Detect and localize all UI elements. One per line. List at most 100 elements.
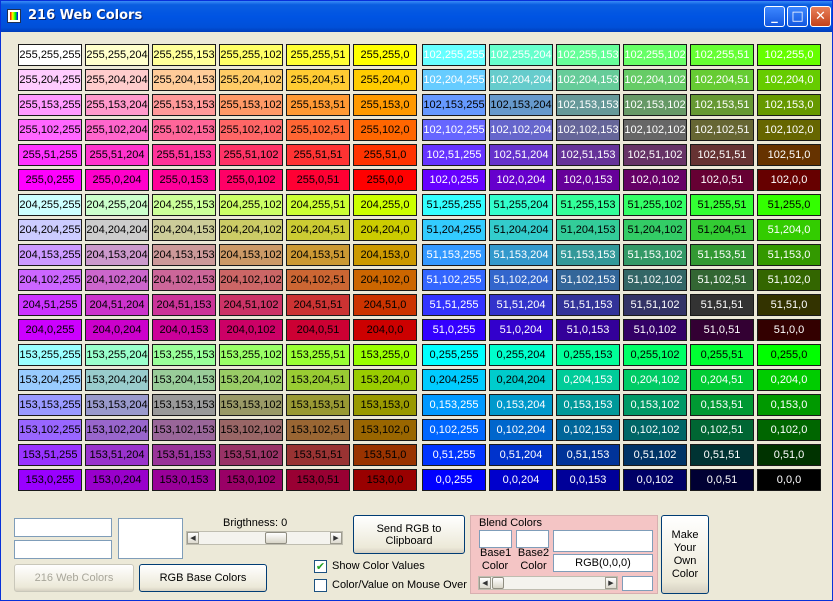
color-swatch[interactable]: 102,0,102: [623, 169, 687, 191]
color-swatch[interactable]: 51,0,204: [489, 319, 553, 341]
color-swatch[interactable]: 0,51,153: [556, 444, 620, 466]
color-swatch[interactable]: 255,51,0: [353, 144, 417, 166]
color-swatch[interactable]: 153,51,102: [219, 444, 283, 466]
color-swatch[interactable]: 153,51,153: [152, 444, 216, 466]
color-swatch[interactable]: 153,51,255: [18, 444, 82, 466]
color-swatch[interactable]: 102,255,51: [690, 44, 754, 66]
color-swatch[interactable]: 204,0,204: [85, 319, 149, 341]
color-swatch[interactable]: 51,0,153: [556, 319, 620, 341]
color-swatch[interactable]: 255,153,102: [219, 94, 283, 116]
color-swatch[interactable]: 0,102,0: [757, 419, 821, 441]
color-swatch[interactable]: 51,102,0: [757, 269, 821, 291]
color-swatch[interactable]: 102,204,102: [623, 69, 687, 91]
color-swatch[interactable]: 153,255,153: [152, 344, 216, 366]
color-swatch[interactable]: 51,51,51: [690, 294, 754, 316]
color-swatch[interactable]: 204,51,255: [18, 294, 82, 316]
color-swatch[interactable]: 0,153,255: [422, 394, 486, 416]
color-swatch[interactable]: 204,255,102: [219, 194, 283, 216]
color-swatch[interactable]: 255,204,153: [152, 69, 216, 91]
color-swatch[interactable]: 255,153,51: [286, 94, 350, 116]
color-swatch[interactable]: 102,153,255: [422, 94, 486, 116]
color-swatch[interactable]: 255,0,51: [286, 169, 350, 191]
color-swatch[interactable]: 102,0,0: [757, 169, 821, 191]
color-swatch[interactable]: 255,102,153: [152, 119, 216, 141]
close-button[interactable]: ✕: [810, 6, 831, 27]
color-swatch[interactable]: 204,0,0: [353, 319, 417, 341]
color-swatch[interactable]: 153,204,51: [286, 369, 350, 391]
color-swatch[interactable]: 153,204,255: [18, 369, 82, 391]
color-swatch[interactable]: 0,153,204: [489, 394, 553, 416]
color-swatch[interactable]: 51,51,0: [757, 294, 821, 316]
color-swatch[interactable]: 51,153,102: [623, 244, 687, 266]
color-swatch[interactable]: 0,51,255: [422, 444, 486, 466]
color-swatch[interactable]: 51,255,51: [690, 194, 754, 216]
color-swatch[interactable]: 153,0,255: [18, 469, 82, 491]
color-swatch[interactable]: 204,51,153: [152, 294, 216, 316]
color-swatch[interactable]: 0,0,0: [757, 469, 821, 491]
color-swatch[interactable]: 153,153,255: [18, 394, 82, 416]
color-swatch[interactable]: 51,255,0: [757, 194, 821, 216]
color-swatch[interactable]: 0,204,153: [556, 369, 620, 391]
color-swatch[interactable]: 255,0,255: [18, 169, 82, 191]
color-swatch[interactable]: 255,51,204: [85, 144, 149, 166]
color-swatch[interactable]: 51,51,255: [422, 294, 486, 316]
color-swatch[interactable]: 0,51,204: [489, 444, 553, 466]
color-swatch[interactable]: 0,153,0: [757, 394, 821, 416]
color-swatch[interactable]: 102,102,255: [422, 119, 486, 141]
color-swatch[interactable]: 51,204,255: [422, 219, 486, 241]
color-swatch[interactable]: 51,153,51: [690, 244, 754, 266]
color-swatch[interactable]: 255,0,0: [353, 169, 417, 191]
color-swatch[interactable]: 255,204,204: [85, 69, 149, 91]
color-swatch[interactable]: 204,204,51: [286, 219, 350, 241]
color-swatch[interactable]: 102,204,0: [757, 69, 821, 91]
color-swatch[interactable]: 102,102,51: [690, 119, 754, 141]
color-swatch[interactable]: 51,204,204: [489, 219, 553, 241]
color-swatch[interactable]: 255,255,51: [286, 44, 350, 66]
color-swatch[interactable]: 51,204,102: [623, 219, 687, 241]
color-swatch[interactable]: 51,153,204: [489, 244, 553, 266]
blend-slider[interactable]: ◀ ▶: [478, 576, 618, 590]
color-swatch[interactable]: 204,153,204: [85, 244, 149, 266]
color-swatch[interactable]: 255,204,102: [219, 69, 283, 91]
color-swatch[interactable]: 153,153,51: [286, 394, 350, 416]
brightness-slider[interactable]: ◀ ▶: [186, 531, 343, 545]
color-swatch[interactable]: 255,51,51: [286, 144, 350, 166]
color-swatch[interactable]: 204,153,102: [219, 244, 283, 266]
color-swatch[interactable]: 153,153,204: [85, 394, 149, 416]
color-swatch[interactable]: 153,204,102: [219, 369, 283, 391]
color-swatch[interactable]: 204,102,0: [353, 269, 417, 291]
color-swatch[interactable]: 204,0,51: [286, 319, 350, 341]
color-swatch[interactable]: 255,51,255: [18, 144, 82, 166]
color-swatch[interactable]: 102,0,255: [422, 169, 486, 191]
color-swatch[interactable]: 51,102,102: [623, 269, 687, 291]
color-swatch[interactable]: 255,153,255: [18, 94, 82, 116]
color-swatch[interactable]: 153,204,153: [152, 369, 216, 391]
color-swatch[interactable]: 153,153,153: [152, 394, 216, 416]
color-swatch[interactable]: 153,102,255: [18, 419, 82, 441]
color-swatch[interactable]: 204,204,102: [219, 219, 283, 241]
color-swatch[interactable]: 255,255,153: [152, 44, 216, 66]
color-swatch[interactable]: 102,0,51: [690, 169, 754, 191]
color-swatch[interactable]: 0,0,255: [422, 469, 486, 491]
blend-left-arrow-icon[interactable]: ◀: [479, 577, 491, 589]
color-swatch[interactable]: 255,255,0: [353, 44, 417, 66]
color-swatch[interactable]: 204,0,255: [18, 319, 82, 341]
color-swatch[interactable]: 0,51,102: [623, 444, 687, 466]
color-swatch[interactable]: 102,204,153: [556, 69, 620, 91]
color-swatch[interactable]: 153,255,255: [18, 344, 82, 366]
color-swatch[interactable]: 0,102,153: [556, 419, 620, 441]
color-swatch[interactable]: 204,153,255: [18, 244, 82, 266]
color-swatch[interactable]: 255,204,51: [286, 69, 350, 91]
color-swatch[interactable]: 0,255,255: [422, 344, 486, 366]
make-own-color-button[interactable]: Make Your Own Color: [661, 515, 709, 594]
color-swatch[interactable]: 153,204,0: [353, 369, 417, 391]
color-swatch[interactable]: 0,255,51: [690, 344, 754, 366]
color-swatch[interactable]: 153,102,0: [353, 419, 417, 441]
color-swatch[interactable]: 102,51,255: [422, 144, 486, 166]
color-swatch[interactable]: 0,102,102: [623, 419, 687, 441]
color-swatch[interactable]: 51,204,51: [690, 219, 754, 241]
color-swatch[interactable]: 255,0,102: [219, 169, 283, 191]
color-swatch[interactable]: 102,255,102: [623, 44, 687, 66]
color-swatch[interactable]: 102,51,204: [489, 144, 553, 166]
color-swatch[interactable]: 51,0,0: [757, 319, 821, 341]
